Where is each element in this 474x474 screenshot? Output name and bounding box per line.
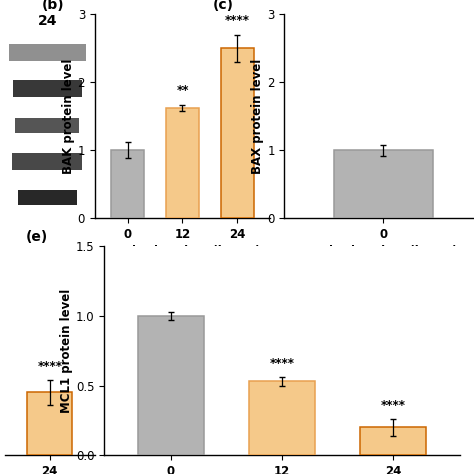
Bar	[137, 316, 204, 455]
Bar	[360, 427, 427, 455]
Text: ****: ****	[225, 15, 250, 27]
Text: (c): (c)	[212, 0, 233, 12]
Text: 24: 24	[37, 14, 57, 28]
Bar	[249, 382, 315, 455]
Text: ****: ****	[381, 399, 406, 411]
Bar	[27, 392, 72, 455]
Text: **: **	[176, 84, 189, 98]
Text: (b): (b)	[42, 0, 65, 12]
Bar	[18, 190, 77, 205]
Bar	[166, 108, 199, 218]
Bar	[15, 118, 80, 133]
Bar	[12, 153, 82, 170]
Text: ****: ****	[37, 360, 62, 373]
Bar	[221, 48, 254, 218]
Y-axis label: BAX protein level: BAX protein level	[251, 58, 264, 174]
X-axis label: Incubation time (hours): Incubation time (hours)	[104, 245, 261, 258]
Bar	[9, 44, 86, 61]
Bar	[111, 150, 144, 218]
Y-axis label: BAK protein level: BAK protein level	[62, 58, 75, 174]
Text: ****: ****	[270, 357, 294, 370]
Text: (e): (e)	[26, 230, 48, 244]
X-axis label: Incubation time (hours): Incubation time (hours)	[301, 245, 457, 258]
Bar	[13, 81, 82, 98]
Bar	[334, 150, 433, 218]
Y-axis label: MCL1 protein level: MCL1 protein level	[60, 289, 73, 413]
